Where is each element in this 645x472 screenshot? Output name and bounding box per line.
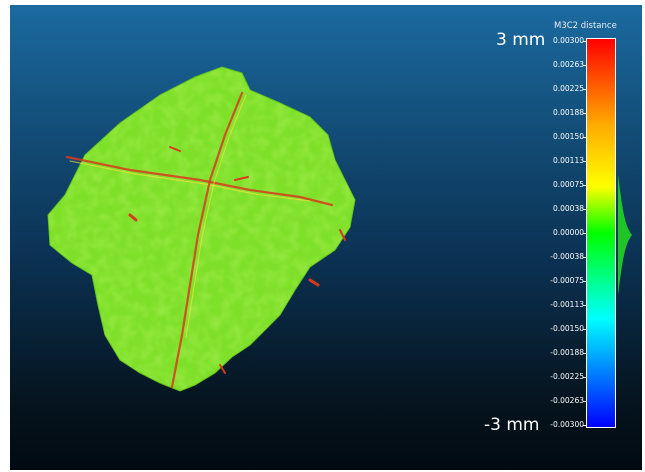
scale-tick-mark (583, 377, 587, 378)
scale-tick-mark (583, 209, 587, 210)
scale-tick-mark (583, 65, 587, 66)
point-cloud-render (47, 66, 356, 392)
distance-histogram (618, 175, 632, 295)
scale-tick-label: -0.00263 (550, 396, 584, 405)
scale-title: M3C2 distance (554, 21, 617, 31)
scale-tick-label: -0.00225 (550, 372, 584, 381)
scale-tick-label: 0.00225 (552, 84, 584, 93)
scale-tick-label: 0.00188 (552, 108, 584, 117)
scale-tick-mark (583, 353, 587, 354)
scale-tick-mark (583, 41, 587, 42)
scale-tick-label: 0.00000 (552, 228, 584, 237)
scale-tick-mark (583, 185, 587, 186)
scale-tick-label: -0.00150 (550, 324, 584, 333)
scale-tick-mark (583, 233, 587, 234)
scale-min-label: -3 mm (484, 415, 540, 435)
scale-tick-mark (583, 161, 587, 162)
scale-tick-label: -0.00113 (550, 300, 584, 309)
scale-tick-label: 0.00113 (552, 156, 584, 165)
scale-tick-label: 0.00300 (552, 36, 584, 45)
scale-tick-mark (583, 425, 587, 426)
color-scale-bar (586, 38, 616, 428)
scale-tick-label: -0.00038 (550, 252, 584, 261)
crack-lines (65, 91, 346, 389)
scale-tick-mark (583, 305, 587, 306)
scale-tick-label: -0.00075 (550, 276, 584, 285)
scale-tick-mark (583, 401, 587, 402)
scale-tick-mark (583, 113, 587, 114)
scale-tick-mark (583, 329, 587, 330)
scale-tick-mark (583, 257, 587, 258)
scale-tick-mark (583, 89, 587, 90)
scale-tick-label: 0.00263 (552, 60, 584, 69)
scale-tick-label: -0.00188 (550, 348, 584, 357)
scale-tick-label: -0.00300 (550, 420, 584, 429)
scale-max-label: 3 mm (496, 30, 546, 50)
3d-viewport[interactable]: M3C2 distance 3 mm -3 mm 0.00300 0.00263 0… (10, 5, 642, 470)
scale-tick-label: 0.00038 (552, 204, 584, 213)
surface-texture (48, 67, 355, 391)
scale-tick-mark (583, 281, 587, 282)
scale-tick-label: 0.00150 (552, 132, 584, 141)
scale-tick-label: 0.00075 (552, 180, 584, 189)
scale-tick-mark (583, 137, 587, 138)
